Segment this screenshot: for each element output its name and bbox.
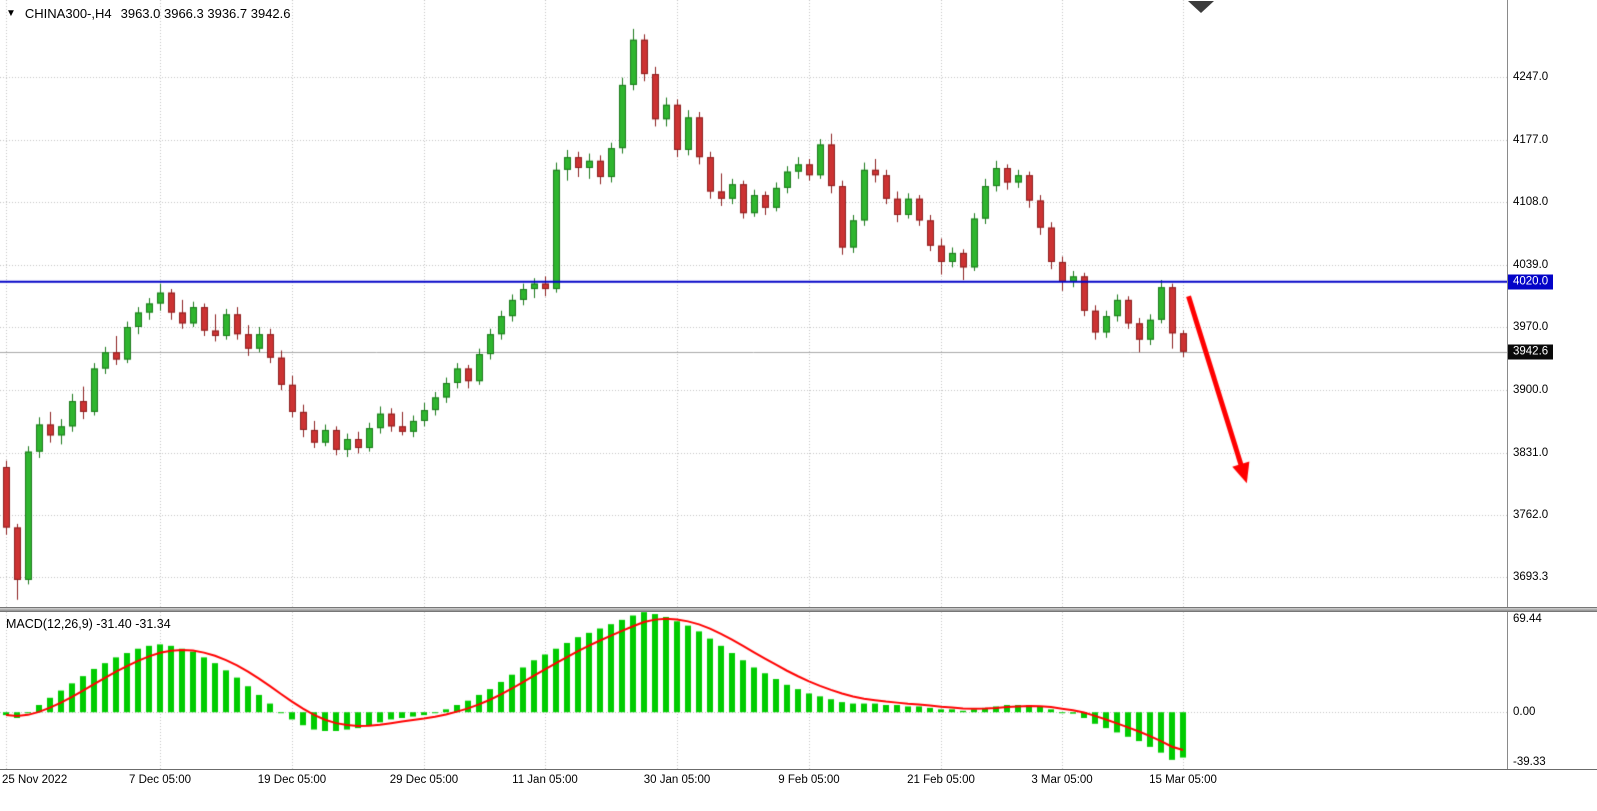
macd-axis-label: 69.44 bbox=[1513, 613, 1542, 625]
symbol-period-label: CHINA300-,H4 bbox=[24, 6, 112, 21]
price-axis-label: 3831.0 bbox=[1513, 446, 1549, 459]
time-axis-label: 9 Feb 05:00 bbox=[778, 774, 840, 786]
time-axis-label: 15 Mar 05:00 bbox=[1149, 774, 1217, 786]
price-axis-label: 3762.0 bbox=[1513, 508, 1549, 521]
price-axis-label: 4108.0 bbox=[1513, 196, 1549, 209]
price-axis-label: 4177.0 bbox=[1513, 134, 1549, 146]
time-axis-label: 29 Dec 05:00 bbox=[389, 774, 459, 786]
current-price-badge: 3942.6 bbox=[1508, 344, 1554, 360]
time-axis-label: 25 Nov 2022 bbox=[2, 774, 68, 786]
time-axis-label: 11 Jan 05:00 bbox=[512, 774, 578, 786]
time-axis-label: 19 Dec 05:00 bbox=[257, 774, 327, 786]
macd-axis-label: 0.00 bbox=[1513, 706, 1536, 719]
ohlc-values: 3963.0 3966.3 3936.7 3942.6 bbox=[120, 6, 291, 21]
panel-splitter[interactable] bbox=[0, 607, 1597, 612]
time-axis-label: 30 Jan 05:00 bbox=[643, 774, 711, 786]
price-axis-label: 3970.0 bbox=[1513, 320, 1549, 333]
chart-shift-marker-icon[interactable] bbox=[1187, 1, 1214, 13]
price-axis-label: 4039.0 bbox=[1513, 258, 1549, 271]
time-axis[interactable]: 25 Nov 2022 7 Dec 05:00 19 Dec 05:00 29 Dec… bbox=[0, 769, 1597, 793]
symbol-dropdown-icon[interactable]: ▼ bbox=[6, 7, 16, 19]
time-axis-label: 7 Dec 05:00 bbox=[128, 774, 192, 786]
chart-header: ▼ CHINA300-,H4 3963.0 3966.3 3936.7 3942… bbox=[6, 6, 291, 21]
time-axis-label: 21 Feb 05:00 bbox=[907, 774, 975, 786]
hline-price-badge: 4020.0 bbox=[1508, 274, 1554, 290]
price-axis-label: 3693.3 bbox=[1513, 570, 1549, 583]
price-axis-label: 4247.0 bbox=[1513, 70, 1549, 83]
macd-axis-label: -39.33 bbox=[1513, 756, 1546, 768]
price-axis-label: 3900.0 bbox=[1513, 384, 1549, 397]
price-axis[interactable]: 4247.0 4177.0 4108.0 4039.0 3970.0 3900.0 3831… bbox=[1507, 0, 1597, 793]
time-axis-label: 3 Mar 05:00 bbox=[1031, 774, 1093, 786]
macd-legend: MACD(12,26,9) -31.40 -31.34 bbox=[6, 617, 171, 631]
